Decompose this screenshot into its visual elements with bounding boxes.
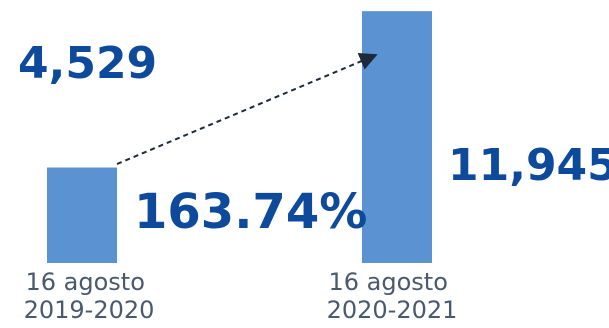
category-label-2020-2021: 16 agosto 2020-2021	[327, 268, 458, 324]
category-label-2019-2020-line1: 16 agosto	[25, 268, 144, 296]
value-label-2020-2021: 11,945	[448, 140, 609, 191]
growth-percentage-label: 163.74%	[134, 184, 367, 240]
value-label-2019-2020: 4,529	[18, 38, 157, 89]
category-label-2019-2020: 16 agosto 2019-2020	[24, 268, 155, 324]
bar-2020-2021	[362, 11, 432, 264]
growth-arrow	[116, 52, 378, 165]
category-label-2019-2020-line2: 2019-2020	[24, 296, 155, 324]
category-label-2020-2021-line2: 2020-2021	[327, 296, 458, 324]
category-label-2020-2021-line1: 16 agosto	[328, 268, 447, 296]
bar-2019-2020	[47, 167, 117, 263]
